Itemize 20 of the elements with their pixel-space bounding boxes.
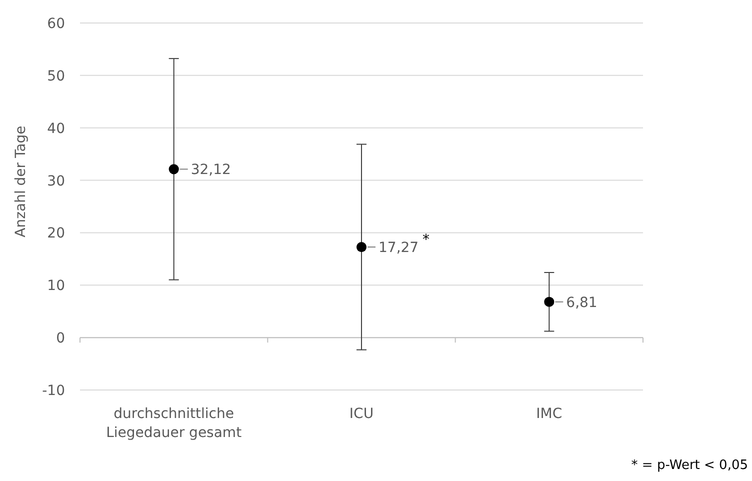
x-tick-label: ICU <box>349 406 374 422</box>
x-tick-label: IMC <box>536 406 562 422</box>
y-axis-title: Anzahl der Tage <box>13 126 29 238</box>
x-tick-label: durchschnittliche Liegedauer gesamt <box>106 406 242 441</box>
annotation: * <box>422 232 430 248</box>
y-tick-label: 20 <box>47 226 65 242</box>
y-tick-label: 50 <box>47 68 65 84</box>
point <box>168 164 179 174</box>
y-tick-label: 0 <box>56 330 65 347</box>
point <box>356 242 367 252</box>
y-tick-label: 30 <box>47 173 65 190</box>
text: * = p-Wert < 0,05 <box>631 458 748 473</box>
point <box>544 296 554 307</box>
y-tick-label: -10 <box>42 383 65 399</box>
data-label: 17,27 <box>378 240 419 256</box>
data-label: 6,81 <box>566 294 598 311</box>
data-label: 32,12 <box>190 162 231 178</box>
y-tick-label: 60 <box>47 16 65 32</box>
y-tick-label: 40 <box>47 120 65 137</box>
y-tick-label: 10 <box>47 278 65 294</box>
